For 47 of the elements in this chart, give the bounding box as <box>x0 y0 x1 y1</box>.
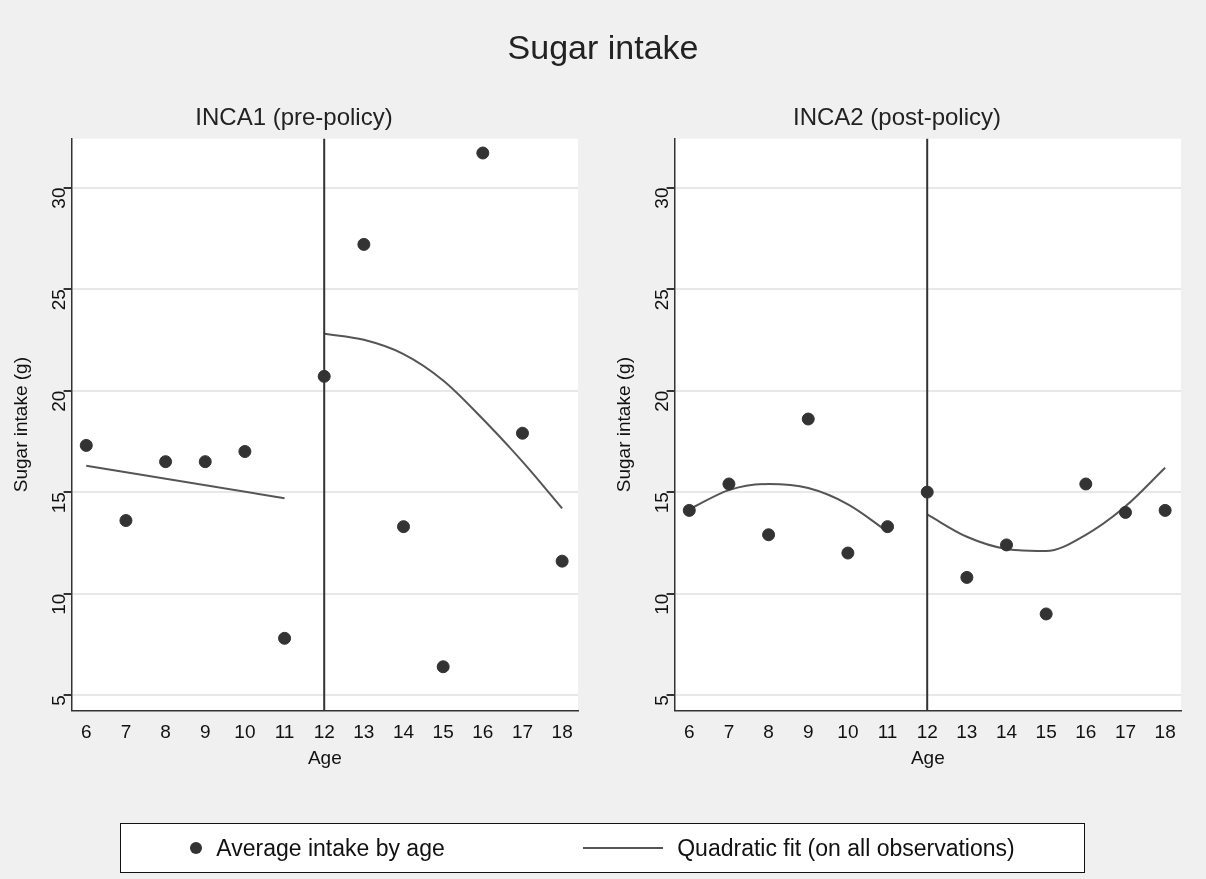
x-tick-label: 7 <box>723 721 735 743</box>
x-tick-label: 11 <box>274 721 295 743</box>
x-tick-label: 10 <box>234 721 256 743</box>
x-tick-label: 7 <box>120 721 132 743</box>
chart-subtitle: INCA1 (pre-policy) <box>195 103 393 131</box>
x-axis-title: Age <box>910 746 945 768</box>
y-tick-label: 25 <box>650 289 672 311</box>
chart-title: Sugar intake <box>506 28 700 67</box>
y-tick-label: 10 <box>650 593 672 615</box>
y-tick-label: 5 <box>47 695 69 706</box>
y-tick-label: 5 <box>650 695 672 706</box>
x-tick-label: 16 <box>472 721 494 743</box>
x-axis-title: Age <box>307 746 342 768</box>
x-tick-label: 8 <box>160 721 171 743</box>
x-tick-label: 17 <box>1114 721 1137 743</box>
y-tick-label: 15 <box>650 492 672 514</box>
x-tick-label: 8 <box>763 721 774 743</box>
x-tick-label: 12 <box>313 721 335 743</box>
x-tick-label: 14 <box>392 721 415 743</box>
x-tick-label: 17 <box>511 721 534 743</box>
x-tick-label: 11 <box>877 721 898 743</box>
x-tick-label: 13 <box>956 721 978 743</box>
x-tick-label: 13 <box>353 721 375 743</box>
y-axis-title: Sugar intake (g) <box>9 357 31 493</box>
y-axis-title: Sugar intake (g) <box>612 357 634 493</box>
x-tick-label: 9 <box>802 721 814 743</box>
legend-label: Quadratic fit (on all observations) <box>677 834 1015 862</box>
x-tick-label: 15 <box>432 721 454 743</box>
y-tick-label: 30 <box>650 187 672 209</box>
x-tick-label: 14 <box>995 721 1018 743</box>
x-tick-label: 12 <box>916 721 938 743</box>
y-tick-label: 15 <box>47 492 69 514</box>
y-tick-label: 25 <box>47 289 69 311</box>
x-tick-label: 9 <box>199 721 211 743</box>
y-tick-label: 30 <box>47 187 69 209</box>
x-tick-label: 16 <box>1075 721 1097 743</box>
y-tick-label: 10 <box>47 593 69 615</box>
x-tick-label: 6 <box>80 721 92 743</box>
legend-label: Average intake by age <box>216 834 445 862</box>
x-tick-label: 15 <box>1035 721 1057 743</box>
x-tick-label: 18 <box>1154 721 1176 743</box>
x-tick-label: 18 <box>551 721 573 743</box>
y-tick-label: 20 <box>47 390 69 412</box>
y-tick-label: 20 <box>650 390 672 412</box>
x-tick-label: 10 <box>837 721 859 743</box>
chart-subtitle: INCA2 (post-policy) <box>792 103 1002 131</box>
x-tick-label: 6 <box>683 721 695 743</box>
